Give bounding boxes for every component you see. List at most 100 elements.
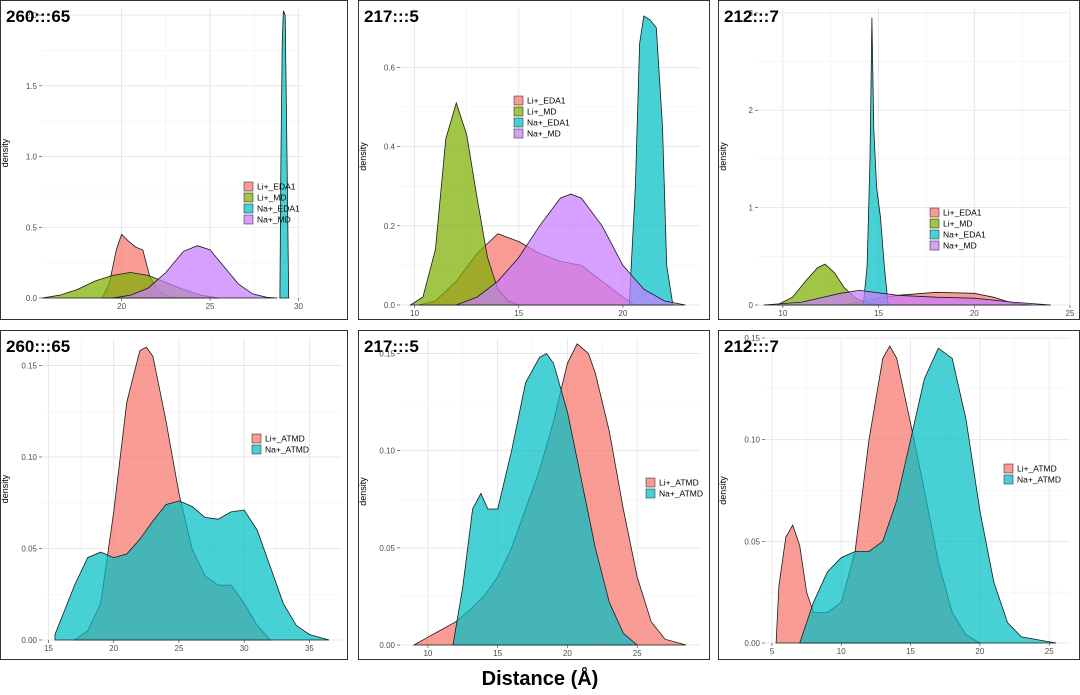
legend-key (645, 477, 656, 488)
panel-title: 217:::5 (364, 337, 419, 356)
x-tick-label: 15 (44, 644, 53, 653)
x-tick-label: 25 (1066, 309, 1075, 318)
x-tick-label: 20 (975, 647, 984, 656)
legend-key (243, 181, 254, 192)
legend-key (243, 192, 254, 203)
x-tick-label: 15 (514, 309, 523, 318)
x-tick-label: 15 (874, 309, 883, 318)
x-tick-label: 20 (618, 309, 627, 318)
legend-label: Li+_MD (527, 107, 557, 117)
y-tick-label: 0.05 (379, 544, 395, 553)
x-tick-label: 20 (109, 644, 118, 653)
y-tick-label: 0.10 (744, 436, 760, 445)
x-tick-label: 15 (493, 649, 502, 658)
y-tick-label: 0.15 (744, 334, 760, 343)
y-tick-label: 0.05 (744, 537, 760, 546)
x-tick-label: 20 (117, 302, 126, 311)
panel-title: 260:::65 (6, 337, 70, 356)
density-area-Na+_MD (112, 245, 278, 299)
y-tick-label: 3 (749, 9, 754, 18)
x-tick-label: 25 (633, 649, 642, 658)
legend-label: Na+_MD (527, 129, 561, 139)
x-tick-label: 20 (563, 649, 572, 658)
legend-key (1003, 474, 1014, 485)
legend-label: Na+_EDA1 (257, 204, 300, 214)
legend-key (513, 117, 524, 128)
legend-key (645, 488, 656, 499)
y-tick-label: 0.4 (384, 143, 396, 152)
x-axis-label: Distance (Å) (481, 668, 599, 690)
y-tick-label: 0.00 (21, 636, 37, 645)
x-tick-label: 30 (294, 302, 303, 311)
panel-title: 212:::7 (724, 7, 779, 26)
density-area-Na+_EDA1 (862, 17, 889, 306)
y-tick-label: 0.2 (384, 222, 396, 231)
y-tick-label: 1.5 (26, 82, 38, 91)
x-tick-label: 20 (970, 309, 979, 318)
y-tick-label: 1 (749, 204, 754, 213)
legend-label: Li+_ATMD (265, 434, 305, 444)
legend-label: Li+_EDA1 (943, 208, 982, 218)
legend-label: Li+_MD (257, 193, 287, 203)
density-area-Na+_EDA1 (279, 10, 290, 299)
y-axis-label: density (0, 138, 10, 167)
x-tick-label: 10 (410, 309, 419, 318)
x-tick-label: 35 (305, 644, 314, 653)
legend-key (243, 203, 254, 214)
legend-key (513, 128, 524, 139)
x-tick-label: 30 (240, 644, 249, 653)
legend-label: Na+_MD (257, 215, 291, 225)
density-area-Na+_ATMD (54, 500, 330, 641)
legend-label: Na+_ATMD (659, 489, 703, 499)
panel-title: 260:::65 (6, 7, 70, 26)
legend-key (243, 214, 254, 225)
x-tick-label: 10 (423, 649, 432, 658)
y-tick-label: 0.10 (21, 453, 37, 462)
legend-key (1003, 463, 1014, 474)
legend-key (929, 240, 940, 251)
legend-key (513, 106, 524, 117)
legend-label: Li+_ATMD (659, 478, 699, 488)
legend-key (251, 444, 262, 455)
x-tick-label: 15 (906, 647, 915, 656)
density-area-Na+_ATMD (799, 347, 1057, 644)
y-axis-label: density (358, 477, 368, 506)
legend-label: Na+_ATMD (265, 445, 309, 455)
panel-border (718, 0, 1080, 320)
legend-label: Na+_ATMD (1017, 475, 1061, 485)
y-tick-label: 0.00 (379, 641, 395, 650)
x-tick-label: 25 (1045, 647, 1054, 656)
y-tick-label: 2.0 (26, 11, 38, 20)
x-tick-label: 10 (778, 309, 787, 318)
legend-label: Na+_EDA1 (943, 230, 986, 240)
y-tick-label: 0.15 (379, 350, 395, 359)
x-tick-label: 10 (837, 647, 846, 656)
y-tick-label: 0.5 (26, 223, 38, 232)
y-tick-label: 0.6 (384, 63, 396, 72)
legend-label: Li+_EDA1 (257, 182, 296, 192)
density-area-Na+_ATMD (452, 352, 639, 646)
legend-key (251, 433, 262, 444)
density-area-Na+_MD (456, 193, 686, 306)
y-tick-label: 0.05 (21, 544, 37, 553)
density-area-Na+_MD (763, 289, 1051, 306)
legend-label: Li+_ATMD (1017, 464, 1057, 474)
panel-title: 217:::5 (364, 7, 419, 26)
legend-key (513, 95, 524, 106)
y-tick-label: 0 (749, 301, 754, 310)
y-axis-label: density (718, 476, 728, 505)
legend-label: Li+_EDA1 (527, 96, 566, 106)
y-tick-label: 0.10 (379, 447, 395, 456)
x-tick-label: 5 (770, 647, 775, 656)
legend-key (929, 218, 940, 229)
panel-title: 212:::7 (724, 337, 779, 356)
legend-key (929, 207, 940, 218)
y-axis-label: density (0, 474, 10, 503)
